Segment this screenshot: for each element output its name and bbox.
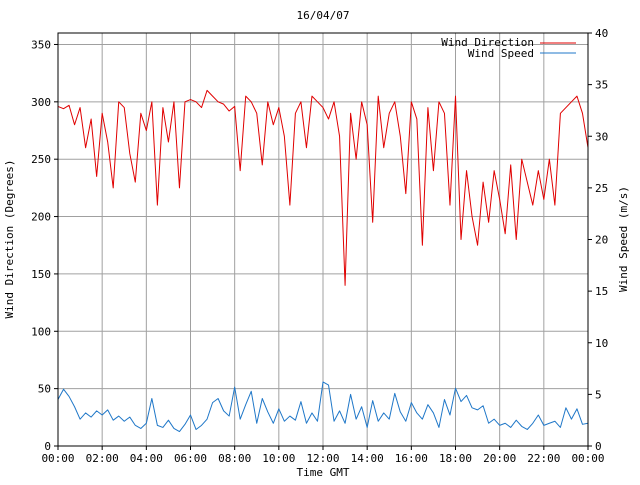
y-right-tick-label: 35 [595, 79, 608, 92]
y-right-tick-label: 10 [595, 337, 608, 350]
x-tick-label: 00:00 [41, 452, 74, 465]
wind-speed-line [57, 381, 589, 433]
x-tick-label: 16:00 [395, 452, 428, 465]
x-tick-label: 20:00 [483, 452, 516, 465]
legend: Wind Direction Wind Speed [441, 36, 576, 60]
y-left-tick-label: 0 [44, 440, 51, 453]
x-tick-label: 18:00 [439, 452, 472, 465]
x-tick-label: 04:00 [130, 452, 163, 465]
y-right-tick-label: 15 [595, 285, 608, 298]
y-axis-label-left: Wind Direction (Degrees) [3, 160, 16, 319]
y-right-tick-label: 30 [595, 130, 608, 143]
axis-ticks: 00:00 02:00 04:00 06:00 08:00 10:00 12:00 14:00… [31, 27, 608, 465]
x-tick-label: 08:00 [218, 452, 251, 465]
y-left-tick-label: 150 [31, 268, 51, 281]
y-right-tick-label: 5 [595, 388, 602, 401]
x-tick-label: 02:00 [86, 452, 119, 465]
y-right-tick-label: 20 [595, 234, 608, 247]
y-right-tick-label: 25 [595, 182, 608, 195]
y-axis-label-right: Wind Speed (m/s) [617, 186, 630, 292]
x-tick-label: 10:00 [262, 452, 295, 465]
y-left-tick-label: 50 [38, 383, 51, 396]
y-left-tick-label: 300 [31, 96, 51, 109]
y-left-tick-label: 250 [31, 153, 51, 166]
x-axis-label: Time GMT [297, 466, 350, 479]
legend-label-wind-direction: Wind Direction [441, 36, 534, 49]
series-lines [57, 89, 589, 433]
x-tick-label: 14:00 [351, 452, 384, 465]
legend-label-wind-speed: Wind Speed [468, 47, 534, 60]
y-left-tick-label: 350 [31, 38, 51, 51]
grid [58, 33, 588, 446]
y-left-tick-label: 200 [31, 211, 51, 224]
x-tick-label: 22:00 [527, 452, 560, 465]
wind-direction-line [57, 89, 589, 286]
x-tick-label: 12:00 [306, 452, 339, 465]
x-tick-label: 06:00 [174, 452, 207, 465]
y-right-tick-label: 40 [595, 27, 608, 40]
x-tick-label: 00:00 [571, 452, 604, 465]
chart-title: 16/04/07 [297, 9, 350, 22]
y-left-tick-label: 100 [31, 325, 51, 338]
y-right-tick-label: 0 [595, 440, 602, 453]
